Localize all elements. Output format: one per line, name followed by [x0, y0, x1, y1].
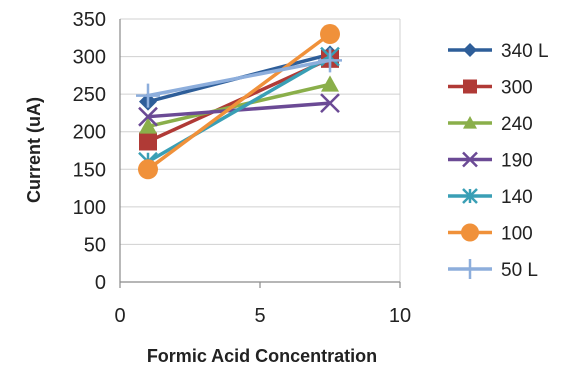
- gridlines: [120, 18, 401, 282]
- legend-marker: [462, 151, 478, 168]
- y-axis-title: Current (uA): [24, 97, 44, 203]
- legend-label: 190: [501, 151, 533, 172]
- x-axis-title: Formic Acid Concentration: [147, 346, 377, 366]
- legend-marker: [463, 43, 477, 57]
- data-point: [318, 48, 342, 73]
- legend-label: 340 L: [501, 41, 549, 62]
- legend-label: 100: [501, 224, 533, 245]
- legend-label: 300: [501, 78, 533, 99]
- legend-item: 340 L: [448, 41, 549, 62]
- y-tick-label: 300: [73, 47, 106, 69]
- series-100: [138, 24, 340, 180]
- tick-labels: 0 50 100 150 200 250 300 350 0 5 10: [73, 9, 412, 327]
- data-point: [320, 93, 340, 114]
- series-line: [147, 58, 331, 98]
- data-point: [139, 132, 157, 151]
- x-tick-label: 5: [254, 305, 265, 327]
- y-tick-label: 100: [73, 197, 106, 219]
- data-point: [138, 106, 158, 127]
- legend-item: 100: [448, 223, 533, 245]
- y-tick-label: 150: [73, 159, 106, 181]
- data-point: [320, 24, 340, 45]
- series-line: [147, 82, 331, 129]
- data-point: [321, 75, 339, 92]
- y-tick-label: 350: [73, 9, 106, 31]
- legend-label: 240: [501, 114, 533, 135]
- legend-item: 50 L: [448, 259, 538, 281]
- y-tick-label: 200: [73, 122, 106, 144]
- legend-item: 140: [448, 187, 533, 208]
- legend-marker: [462, 188, 478, 204]
- legend-marker: [460, 259, 480, 279]
- series-group: [136, 24, 342, 180]
- y-tick-label: 250: [73, 84, 106, 106]
- legend-item: 240: [448, 114, 533, 135]
- x-tick-label: 10: [389, 305, 411, 327]
- y-tick-label: 0: [95, 272, 106, 294]
- legend-marker: [463, 116, 477, 129]
- legend-marker: [463, 79, 477, 94]
- legend: 340 L 300 240 190 140 100 50 L: [448, 41, 549, 281]
- legend-item: 300: [448, 78, 533, 99]
- series-line: [147, 55, 331, 164]
- series-50-l: [136, 48, 342, 108]
- legend-label: 140: [501, 187, 533, 208]
- series-line: [146, 32, 332, 171]
- legend-label: 50 L: [501, 260, 538, 281]
- y-tick-label: 50: [84, 234, 106, 256]
- data-point: [139, 117, 157, 134]
- data-point: [136, 83, 160, 108]
- legend-item: 190: [448, 151, 533, 172]
- legend-marker: [461, 223, 479, 242]
- x-tick-label: 0: [114, 305, 125, 327]
- axes: [119, 19, 401, 288]
- data-point: [138, 159, 158, 180]
- series-240: [139, 75, 339, 134]
